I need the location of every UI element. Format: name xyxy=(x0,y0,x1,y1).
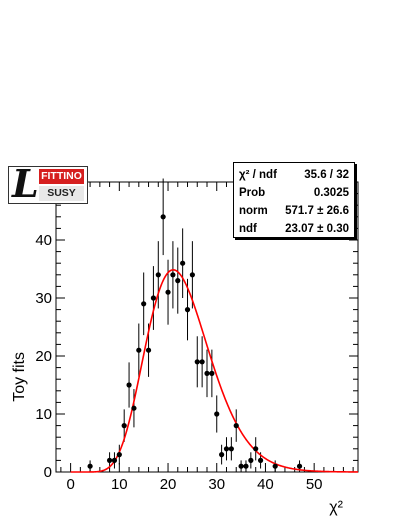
data-point xyxy=(204,370,210,376)
data-point xyxy=(131,405,137,411)
data-point xyxy=(87,463,93,469)
stat-row: χ² / ndf 35.6 / 32 xyxy=(239,166,349,184)
data-point xyxy=(145,347,152,353)
data-point xyxy=(121,423,127,429)
data-point xyxy=(106,457,113,463)
fittino-susy-logo: L FITTINO SUSY xyxy=(8,161,88,206)
stat-value: 571.7 ± 26.6 xyxy=(285,205,349,217)
data-point xyxy=(219,452,225,458)
stat-row: ndf 23.07 ± 0.30 xyxy=(239,220,349,238)
data-point xyxy=(233,423,239,429)
fit-stats-box: χ² / ndf 35.6 / 32 Prob 0.3025 norm 571.… xyxy=(233,162,355,238)
stat-row: norm 571.7 ± 26.6 xyxy=(239,202,349,220)
x-tick-label: 10 xyxy=(111,476,128,493)
stat-label: Prob xyxy=(239,187,266,199)
x-tick-label: 50 xyxy=(306,476,323,493)
data-point xyxy=(136,347,142,353)
data-point xyxy=(116,452,122,458)
y-tick-label: 30 xyxy=(35,290,52,307)
x-tick-label: 40 xyxy=(257,476,274,493)
x-axis-label: χ² xyxy=(329,499,343,516)
data-point xyxy=(223,446,230,452)
logo-top-text: FITTINO xyxy=(39,169,84,184)
data-point xyxy=(126,382,132,388)
data-point xyxy=(141,301,147,307)
stat-label: ndf xyxy=(239,223,257,235)
stat-value: 23.07 ± 0.30 xyxy=(285,223,349,235)
y-tick-label: 40 xyxy=(35,232,52,249)
x-tick-label: 30 xyxy=(208,476,225,493)
data-point xyxy=(175,278,181,284)
data-point xyxy=(170,272,176,278)
y-tick-label: 0 xyxy=(44,464,52,481)
logo-bottom-text: SUSY xyxy=(39,186,84,201)
data-point xyxy=(180,260,186,266)
data-point xyxy=(214,411,220,417)
stat-value: 0.3025 xyxy=(313,187,349,199)
data-point xyxy=(228,446,234,452)
x-tick-label: 20 xyxy=(160,476,177,493)
x-tick-label: 0 xyxy=(66,476,74,493)
stat-value: 35.6 / 32 xyxy=(304,169,349,181)
data-point xyxy=(199,359,205,365)
data-point xyxy=(184,307,191,313)
data-point xyxy=(243,463,249,469)
data-point xyxy=(189,272,195,278)
data-point xyxy=(248,457,254,463)
stat-label: χ² / ndf xyxy=(239,169,277,181)
data-markers xyxy=(87,214,303,469)
data-point xyxy=(111,457,118,463)
stat-row: Prob 0.3025 xyxy=(239,184,349,202)
data-point xyxy=(253,446,259,452)
logo-letter: L xyxy=(12,161,39,206)
y-tick-label: 10 xyxy=(35,406,52,423)
data-point xyxy=(155,272,161,278)
fit-curve xyxy=(70,269,358,473)
data-point xyxy=(165,289,171,295)
y-tick-label: 20 xyxy=(35,348,52,365)
data-point xyxy=(209,370,215,376)
data-point xyxy=(296,463,303,469)
data-point xyxy=(160,214,166,220)
data-point xyxy=(150,295,157,301)
data-point xyxy=(272,463,278,469)
data-point xyxy=(194,359,200,365)
y-axis-label: Toy fits xyxy=(11,352,28,402)
data-point xyxy=(257,457,264,463)
chart-axes: 0 10 20 30 40 50 0 10 20 30 40 xyxy=(35,181,359,493)
data-point xyxy=(238,463,244,469)
stat-label: norm xyxy=(239,205,268,217)
